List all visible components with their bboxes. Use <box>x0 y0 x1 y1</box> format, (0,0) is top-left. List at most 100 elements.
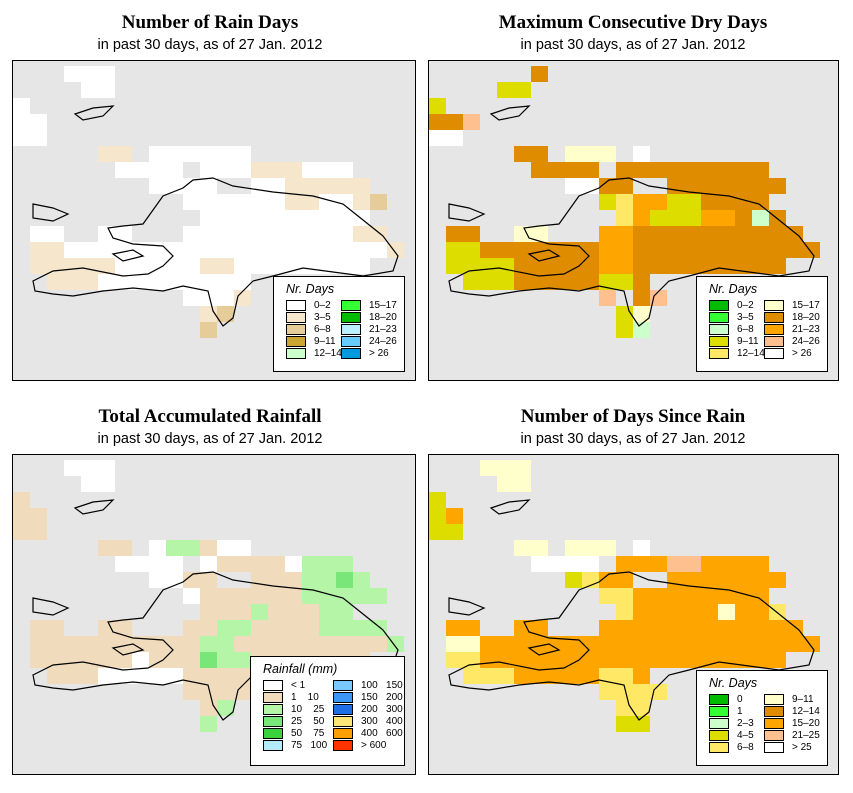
grid-cell <box>115 540 132 556</box>
grid-cell <box>183 636 200 652</box>
grid-cell <box>149 636 166 652</box>
grid-cell <box>251 242 268 258</box>
legend-item: 50 75 <box>263 727 324 739</box>
grid-cell <box>803 242 820 258</box>
grid-cell <box>115 146 132 162</box>
grid-cell <box>769 258 786 274</box>
grid-cell <box>667 178 684 194</box>
grid-cell <box>81 274 98 290</box>
grid-cell <box>735 572 752 588</box>
grid-cell <box>234 210 251 226</box>
map-title: Total Accumulated Rainfall <box>98 406 322 427</box>
grid-cell <box>667 636 684 652</box>
grid-cell <box>353 588 370 604</box>
legend-label: 6–8 <box>314 323 331 335</box>
grid-cell <box>336 572 353 588</box>
grid-cell <box>217 636 234 652</box>
grid-cell <box>268 636 285 652</box>
grid-cell <box>701 242 718 258</box>
grid-cell <box>718 194 735 210</box>
grid-cell <box>302 226 319 242</box>
grid-cell <box>497 258 514 274</box>
legend-swatch <box>341 311 361 323</box>
grid-cell <box>268 162 285 178</box>
grid-cell <box>633 306 650 322</box>
grid-cell <box>616 588 633 604</box>
grid-cell <box>633 588 650 604</box>
grid-cell <box>234 162 251 178</box>
legend-label: 21–23 <box>369 323 397 335</box>
legend-item: > 26 <box>341 347 389 359</box>
grid-cell <box>582 146 599 162</box>
legend-label: 3–5 <box>737 311 754 323</box>
grid-cell <box>217 620 234 636</box>
grid-cell <box>565 162 582 178</box>
legend-item: 18–20 <box>764 311 820 323</box>
grid-cell <box>302 178 319 194</box>
legend-swatch <box>709 729 729 741</box>
grid-cell <box>684 636 701 652</box>
grid-cell <box>302 556 319 572</box>
grid-cell <box>353 194 370 210</box>
grid-cell <box>786 242 803 258</box>
grid-cell <box>429 130 446 146</box>
grid-cell <box>319 258 336 274</box>
grid-cell <box>650 258 667 274</box>
grid-cell <box>30 636 47 652</box>
legend-swatch <box>764 299 784 311</box>
grid-cell <box>752 210 769 226</box>
grid-cell <box>268 210 285 226</box>
legend-swatch <box>709 335 729 347</box>
grid-cell <box>684 556 701 572</box>
legend-label: 6–8 <box>737 323 754 335</box>
grid-cell <box>81 82 98 98</box>
legend-item: 24–26 <box>764 335 820 347</box>
grid-cell <box>98 242 115 258</box>
grid-cell <box>30 258 47 274</box>
grid-cell <box>769 652 786 668</box>
legend-item: 75 100 <box>263 739 327 751</box>
grid-cell <box>480 636 497 652</box>
grid-cell <box>633 636 650 652</box>
grid-cell <box>429 508 446 524</box>
grid-cell <box>302 572 319 588</box>
legend-swatch <box>333 715 353 727</box>
grid-cell <box>650 194 667 210</box>
grid-cell <box>64 636 81 652</box>
grid-cell <box>302 162 319 178</box>
grid-cell <box>582 274 599 290</box>
grid-cell <box>701 226 718 242</box>
grid-cell <box>446 620 463 636</box>
grid-cell <box>446 242 463 258</box>
legend-swatch <box>764 693 784 705</box>
grid-cell <box>98 476 115 492</box>
grid-cell <box>514 620 531 636</box>
grid-cell <box>336 194 353 210</box>
grid-cell <box>446 226 463 242</box>
legend-label: 4–5 <box>737 729 754 741</box>
grid-cell <box>98 636 115 652</box>
legend-label: > 26 <box>792 347 812 359</box>
legend-swatch <box>286 311 306 323</box>
grid-cell <box>47 668 64 684</box>
grid-cell <box>531 146 548 162</box>
grid-cell <box>251 258 268 274</box>
grid-cell <box>285 178 302 194</box>
grid-cell <box>115 162 132 178</box>
grid-cell <box>149 572 166 588</box>
grid-cell <box>81 242 98 258</box>
legend-swatch <box>263 679 283 691</box>
legend-swatch <box>333 727 353 739</box>
grid-cell <box>183 620 200 636</box>
grid-cell <box>684 226 701 242</box>
grid-cell <box>200 716 217 732</box>
legend-swatch <box>263 715 283 727</box>
grid-cell <box>319 242 336 258</box>
legend-swatch <box>286 299 306 311</box>
grid-cell <box>353 572 370 588</box>
grid-cell <box>13 492 30 508</box>
legend-label: 150 200 <box>361 691 403 703</box>
grid-cell <box>735 652 752 668</box>
grid-cell <box>183 146 200 162</box>
